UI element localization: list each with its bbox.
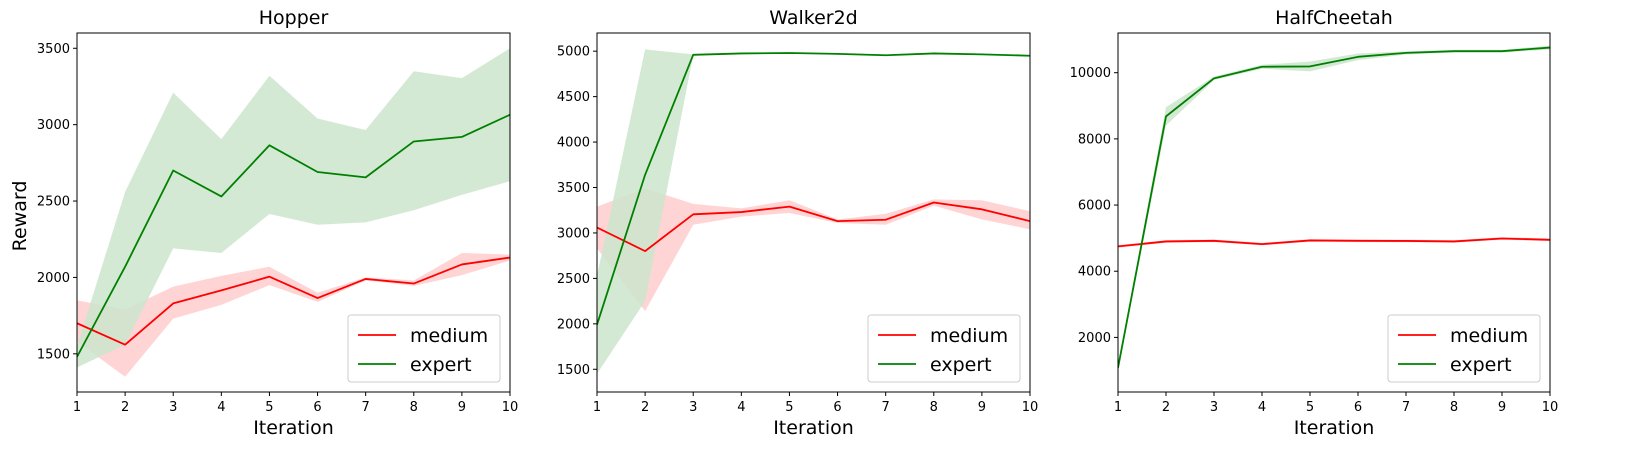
x-tick-label: 2: [121, 400, 129, 415]
legend: medium expert: [867, 314, 1021, 383]
y-tick-label: 2500: [37, 195, 70, 210]
y-tick-label: 1500: [37, 347, 70, 362]
x-axis-label: Iteration: [1294, 417, 1375, 439]
band-expert: [77, 48, 510, 368]
x-tick-label: 10: [502, 400, 519, 415]
legend-label-expert: expert: [1450, 354, 1512, 376]
figure-y-label: Reward: [9, 181, 31, 252]
x-tick-label: 1: [1114, 400, 1122, 415]
chart-panel-1: 1 2 3 4 5 6 7 8 9 10 1500 2000 2500 3000 3500 4000 4500 5…: [557, 7, 1038, 439]
y-tick-label: 8000: [1078, 132, 1111, 147]
x-tick-label: 6: [833, 400, 841, 415]
band-medium: [77, 252, 510, 377]
series-line-medium: [597, 201, 1030, 253]
legend-label-medium: medium: [1450, 325, 1528, 347]
legend-box: [347, 314, 501, 383]
x-tick-label: 4: [737, 400, 745, 415]
plot-frame: [1117, 32, 1551, 393]
y-tick-label: 2000: [37, 271, 70, 286]
chart-title: HalfCheetah: [1275, 7, 1393, 29]
plot-area: [77, 48, 510, 377]
y-tick-label: 3000: [557, 226, 590, 241]
x-tick-label: 9: [978, 400, 986, 415]
y-tick-label: 4500: [557, 90, 590, 105]
legend-box: [867, 314, 1021, 383]
y-tick-label: 6000: [1078, 199, 1111, 214]
x-tick-label: 2: [1162, 400, 1170, 415]
y-tick-label: 2500: [557, 272, 590, 287]
chart-title: Walker2d: [769, 7, 857, 29]
y-tick-label: 4000: [1078, 265, 1111, 280]
legend: medium expert: [347, 314, 501, 383]
y-tick-label: 4000: [557, 136, 590, 151]
x-tick-label: 8: [930, 400, 938, 415]
x-tick-label: 1: [73, 400, 81, 415]
chart-panel-0: 1 2 3 4 5 6 7 8 9 10 1500 2000 2500 3000 3500 Hopper Ite…: [37, 7, 518, 439]
x-tick-label: 9: [458, 400, 466, 415]
y-tick-label: 5000: [557, 45, 590, 60]
legend: medium expert: [1387, 314, 1541, 383]
x-tick-label: 10: [1542, 400, 1559, 415]
legend-label-medium: medium: [410, 325, 488, 347]
series-line-medium: [77, 256, 510, 346]
x-tick-label: 7: [882, 400, 890, 415]
y-tick-label: 2000: [557, 317, 590, 332]
x-tick-label: 8: [1450, 400, 1458, 415]
x-tick-label: 6: [1354, 400, 1362, 415]
x-tick-label: 10: [1022, 400, 1039, 415]
x-tick-label: 5: [1306, 400, 1314, 415]
chart-title: Hopper: [259, 7, 329, 29]
y-tick-label: 1500: [557, 363, 590, 378]
x-tick-label: 3: [1210, 400, 1218, 415]
x-tick-label: 8: [410, 400, 418, 415]
x-axis-label: Iteration: [253, 417, 334, 439]
y-tick-label: 3000: [37, 118, 70, 133]
y-tick-label: 3500: [37, 42, 70, 57]
plot-frame: [76, 32, 511, 393]
legend-label-expert: expert: [930, 354, 992, 376]
x-tick-label: 5: [265, 400, 273, 415]
plot-frame: [596, 32, 1031, 393]
x-tick-label: 9: [1498, 400, 1506, 415]
series-line-expert: [77, 113, 510, 358]
y-tick-label: 3500: [557, 181, 590, 196]
y-tick-label: 10000: [1070, 66, 1111, 81]
series-line-expert: [1118, 46, 1550, 369]
x-tick-label: 7: [1402, 400, 1410, 415]
plot-area: [1118, 45, 1550, 371]
band-expert: [597, 49, 1030, 374]
x-axis-label: Iteration: [773, 417, 854, 439]
x-tick-label: 6: [313, 400, 321, 415]
series-line-medium: [1118, 237, 1550, 248]
x-tick-label: 3: [169, 400, 177, 415]
x-tick-label: 7: [362, 400, 370, 415]
band-medium: [597, 188, 1030, 312]
legend-label-medium: medium: [930, 325, 1008, 347]
x-tick-label: 2: [641, 400, 649, 415]
legend-box: [1387, 314, 1541, 383]
series-line-expert: [597, 52, 1030, 326]
y-tick-label: 2000: [1078, 331, 1111, 346]
x-tick-label: 4: [1258, 400, 1266, 415]
x-tick-label: 3: [689, 400, 697, 415]
x-tick-label: 1: [593, 400, 601, 415]
chart-panel-2: 1 2 3 4 5 6 7 8 9 10 2000 4000 6000 8000 10000 HalfChee…: [1070, 7, 1559, 439]
plot-area: [597, 49, 1030, 374]
legend-label-expert: expert: [410, 354, 472, 376]
x-tick-label: 4: [217, 400, 225, 415]
x-tick-label: 5: [785, 400, 793, 415]
